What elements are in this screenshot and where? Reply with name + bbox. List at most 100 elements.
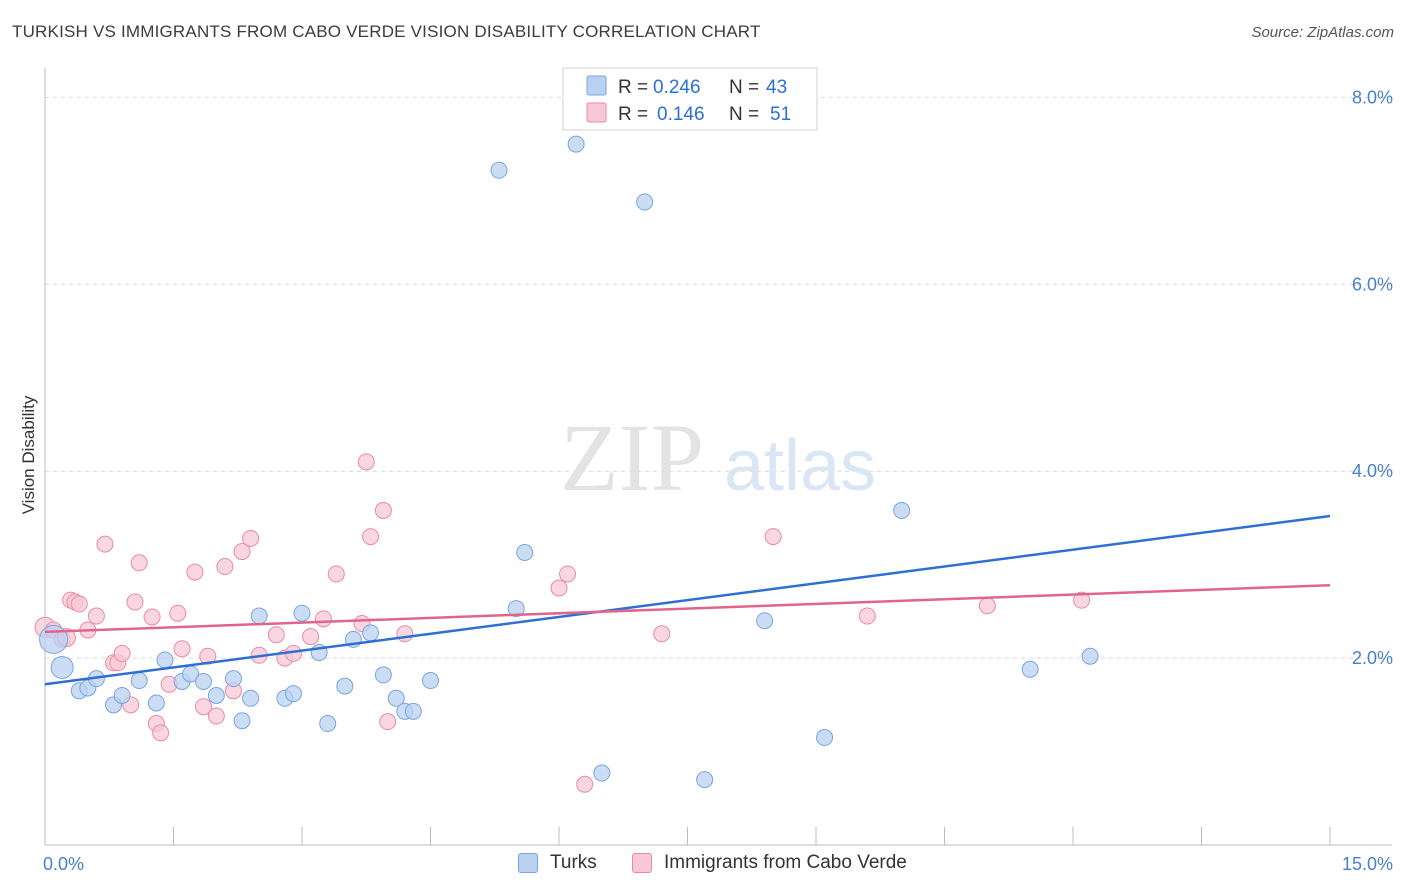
point-cabo-verde [858,607,876,625]
point-cabo-verde [764,528,782,546]
point-cabo-verde [143,608,161,626]
point-turks [516,543,534,561]
legend-swatch-turks [586,75,607,96]
point-turks [507,600,525,618]
watermark: ZIP atlas [560,404,876,511]
legend-swatch [632,853,652,873]
legend-n-label-turks: N = [729,77,759,98]
point-cabo-verde [242,529,260,547]
point-cabo-verde [374,501,392,519]
point-turks [130,672,148,690]
legend-label-cabo-verde: Immigrants from Cabo Verde [664,852,907,873]
point-turks [250,607,268,625]
x-tick-label: 15.0% [1342,854,1393,874]
point-turks [319,715,337,733]
point-turks [242,689,260,707]
point-turks [194,672,212,690]
legend-n-value-cabo-verde: 51 [770,104,791,125]
point-cabo-verde [576,775,594,793]
legend-r-value-cabo-verde: 0.146 [657,104,705,125]
point-turks [207,686,225,704]
point-turks [422,672,439,690]
y-tick-label: 2.0% [1352,648,1393,668]
trend-layer [44,514,1331,686]
point-turks [224,670,242,688]
legend-swatch [518,853,538,873]
point-turks [336,677,354,695]
legend-swatch-cabo-verde [586,102,607,123]
chart-source: Source: ZipAtlas.com [1251,24,1394,41]
point-cabo-verde [130,554,148,572]
y-tick-label: 6.0% [1352,274,1393,294]
point-cabo-verde [978,597,996,615]
point-turks [816,729,834,747]
point-cabo-verde [152,724,170,742]
legend-item-turks: Turks [518,852,597,874]
point-cabo-verde [173,640,191,658]
point-cabo-verde [113,644,131,662]
y-axis-label: Vision Disability [19,395,38,514]
point-turks [233,712,251,730]
point-cabo-verde [233,543,251,561]
point-turks [293,604,311,622]
point-turks [156,651,174,669]
point-cabo-verde [379,713,397,731]
legend-r-label-turks: R = [618,77,648,98]
point-turks [893,501,911,519]
x-tick-labels: 0.0% 15.0% [43,854,1393,874]
series-legend: Turks Immigrants from Cabo Verde [0,852,1406,878]
point-cabo-verde [314,610,332,628]
series-turks-points [39,135,1099,789]
series-cabo-verde-points [34,453,1091,793]
point-cabo-verde [1073,591,1091,609]
point-turks [1081,647,1099,665]
point-turks [593,764,611,782]
grid-layer [45,96,1392,659]
chart-title: TURKISH VS IMMIGRANTS FROM CABO VERDE VI… [12,22,761,41]
point-turks [567,135,585,153]
y-tick-labels: 2.0% 4.0% 6.0% 8.0% [1352,87,1393,668]
point-turks [636,193,654,211]
point-turks [362,624,380,642]
legend-n-label-cabo-verde: N = [729,104,759,125]
point-cabo-verde [216,558,234,576]
correlation-legend: R = 0.246 N = 43 R = 0.146 N = 51 [562,67,818,131]
legend-r-value-turks: 0.246 [653,77,701,98]
y-tick-label: 8.0% [1352,87,1393,107]
point-cabo-verde [653,625,671,643]
legend-item-cabo-verde: Immigrants from Cabo Verde [632,852,907,874]
point-turks [756,612,774,630]
point-turks [284,685,302,703]
point-turks [404,702,422,720]
point-cabo-verde [550,579,568,597]
point-cabo-verde [559,565,577,583]
point-cabo-verde [207,707,225,725]
point-turks [374,666,392,684]
point-turks [113,686,131,704]
axis-layer [44,68,1392,846]
point-turks [147,694,165,712]
legend-r-label-cabo-verde: R = [618,104,648,125]
watermark-zip: ZIP [560,404,704,511]
point-cabo-verde [396,625,414,643]
point-cabo-verde [302,628,320,646]
point-turks [1021,660,1039,678]
point-cabo-verde [327,565,345,583]
trend-line-cabo-verde [44,583,1331,634]
point-cabo-verde [169,604,187,622]
trend-line-turks [44,514,1331,686]
point-cabo-verde [194,698,212,716]
watermark-atlas: atlas [724,426,876,506]
x-tick-label: 0.0% [43,854,84,874]
point-turks [39,624,69,654]
point-cabo-verde [87,607,105,625]
point-turks [387,689,405,707]
legend-n-value-turks: 43 [766,77,787,98]
point-cabo-verde [70,595,88,613]
point-cabo-verde [357,453,375,471]
point-cabo-verde [267,626,285,644]
y-tick-label: 4.0% [1352,461,1393,481]
point-cabo-verde [186,563,204,581]
point-cabo-verde [126,593,144,611]
